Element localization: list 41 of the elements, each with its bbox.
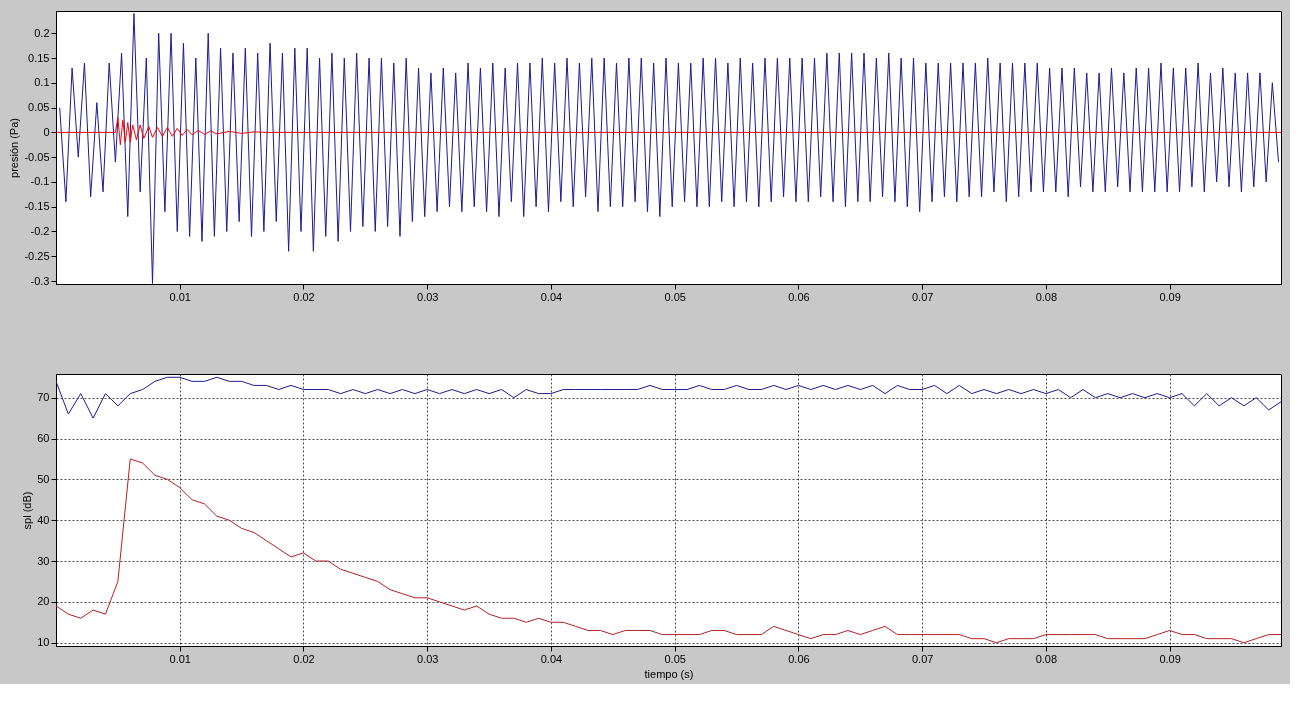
y-tick-label: 70 (37, 391, 50, 404)
x-tick-label: 0.08 (1035, 290, 1058, 303)
y-tick-label: 0.05 (28, 101, 50, 114)
x-tick-label: 0.05 (664, 652, 686, 665)
x-tick-label: 0.06 (788, 290, 810, 303)
y-tick-label: -0.15 (24, 200, 50, 213)
x-tick-label: 0.03 (417, 290, 439, 303)
y-tick-label: -0.25 (24, 249, 50, 262)
y-tick-label: 60 (37, 432, 50, 445)
x-tick-label: 0.03 (417, 652, 439, 665)
y-tick-label: 20 (37, 595, 50, 608)
line-series (56, 376, 1281, 419)
x-tick-label: 0.01 (169, 290, 191, 303)
y-tick-label: 10 (37, 636, 50, 649)
x-axis-title: tiempo (s) (644, 667, 694, 680)
x-tick-label: 0.07 (911, 290, 934, 303)
x-tick-label: 0.06 (788, 652, 810, 665)
x-tick-label: 0.04 (540, 652, 563, 665)
x-tick-label: 0.09 (1159, 652, 1181, 665)
y-tick-label: 0.1 (34, 76, 50, 89)
y-tick-label: 40 (37, 513, 50, 526)
x-tick-label: 0.04 (540, 290, 563, 303)
y-tick-label: -0.3 (30, 274, 50, 287)
y-tick-label: -0.1 (30, 175, 50, 188)
y-tick-label: 0.2 (34, 26, 50, 39)
y-tick-label: 0.15 (28, 51, 50, 64)
y-axis-title: spl (dB) (21, 491, 34, 530)
x-tick-label: 0.07 (911, 652, 934, 665)
x-tick-label: 0.01 (169, 652, 191, 665)
x-tick-label: 0.02 (293, 290, 315, 303)
x-tick-label: 0.02 (293, 652, 315, 665)
y-tick-label: -0.05 (24, 150, 50, 163)
y-tick-label: -0.2 (30, 224, 50, 237)
x-tick-label: 0.08 (1035, 652, 1058, 665)
y-axis-title: presión (Pa) (8, 118, 21, 178)
y-tick-label: 0 (43, 125, 50, 138)
y-tick-label: 30 (37, 554, 50, 567)
x-tick-label: 0.05 (664, 290, 686, 303)
x-tick-label: 0.09 (1159, 290, 1181, 303)
y-tick-label: 50 (37, 472, 50, 485)
line-series (56, 117, 1281, 146)
